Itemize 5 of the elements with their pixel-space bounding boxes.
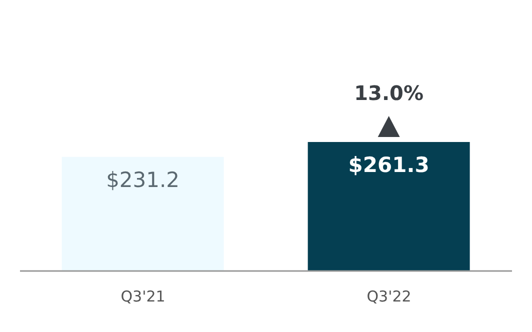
annotation: 13.0% xyxy=(354,81,424,105)
data-label: $231.2 xyxy=(106,168,180,192)
data-label: $261.3 xyxy=(348,153,430,177)
x-tick-label: Q3'22 xyxy=(366,288,412,306)
x-tick-label: Q3'21 xyxy=(120,288,166,306)
